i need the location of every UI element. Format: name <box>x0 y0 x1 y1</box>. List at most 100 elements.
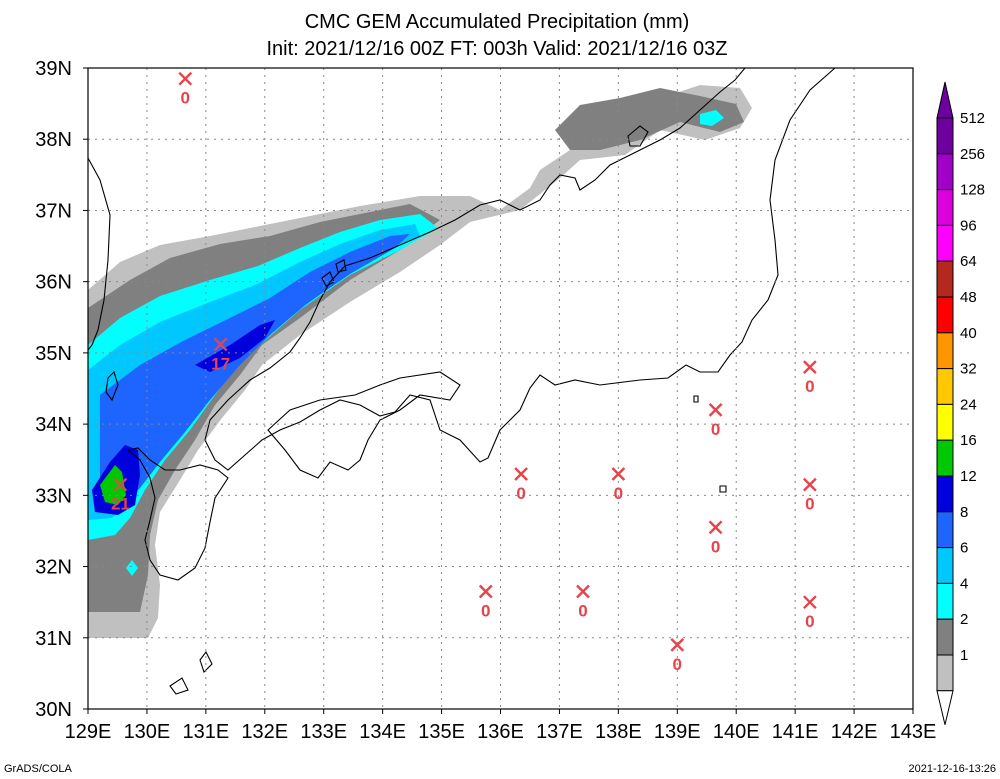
chart-subtitle: Init: 2021/12/16 00Z FT: 003h Valid: 202… <box>266 38 727 60</box>
y-tick-label: 34N <box>35 414 72 436</box>
coastline-izu-islands <box>693 395 727 493</box>
station-cross-stroke <box>708 403 723 417</box>
x-tick-label: 132E <box>241 721 288 743</box>
y-tick-label: 39N <box>35 58 72 80</box>
x-axis-tick-labels: 129E 130E 131E 132E 133E 134E 135E 136E 137E 138E… <box>65 709 937 743</box>
coastline-korea <box>88 157 111 351</box>
station-marker: 0 <box>708 520 723 556</box>
station-marker: 0 <box>514 467 528 503</box>
station-value-label: 0 <box>673 655 682 674</box>
legend-color-box <box>936 547 954 584</box>
station-marker: 0 <box>670 638 685 674</box>
legend-color-box <box>936 153 954 191</box>
legend-level-label: 512 <box>960 110 985 127</box>
precip-band-12mm <box>195 320 275 372</box>
legend-level-label: 128 <box>960 182 985 199</box>
y-tick-label: 37N <box>35 200 72 222</box>
legend-color-box <box>936 224 954 262</box>
legend-level-label: 1 <box>960 647 968 664</box>
coastlines <box>88 68 836 695</box>
x-tick-label: 140E <box>713 721 760 743</box>
station-value-label: 0 <box>180 89 189 108</box>
station-cross-stroke <box>213 337 228 352</box>
x-tick-label: 130E <box>124 721 171 743</box>
y-tick-label: 33N <box>35 485 72 507</box>
precip-band-4mm-isolated-south <box>126 560 138 576</box>
station-cross-stroke <box>478 584 493 599</box>
station-cross-stroke <box>803 595 817 610</box>
station-value-label: 17 <box>211 354 230 373</box>
station-cross-stroke <box>803 477 817 492</box>
station-marker: 0 <box>803 360 817 396</box>
coastline-tsushima <box>105 370 119 402</box>
x-tick-label: 135E <box>418 721 465 743</box>
station-value-label: 0 <box>805 377 814 396</box>
y-tick-label: 30N <box>35 699 72 721</box>
legend-level-label: 48 <box>960 289 977 306</box>
station-cross-stroke <box>611 467 626 481</box>
station-cross-stroke <box>178 71 193 86</box>
station-value-label: 0 <box>805 612 814 631</box>
coastline-honshu-north <box>204 68 836 471</box>
coastline-southern-islands <box>169 650 213 695</box>
station-value-label: 0 <box>805 495 814 514</box>
coastline-sado <box>627 125 649 147</box>
station-marker: 0 <box>803 595 817 631</box>
legend-color-box <box>936 439 954 477</box>
station-cross-stroke <box>670 638 685 652</box>
station-marker: 21 <box>111 477 130 514</box>
station-value-label: 21 <box>111 495 130 514</box>
x-tick-label: 139E <box>654 721 701 743</box>
precip-shading <box>88 85 752 638</box>
legend-level-label: 12 <box>960 468 977 485</box>
x-tick-label: 142E <box>831 721 878 743</box>
legend-level-label: 4 <box>960 575 968 592</box>
legend-color-box <box>936 582 954 620</box>
station-value-label: 0 <box>481 601 490 620</box>
legend-level-label: 2 <box>960 611 968 628</box>
station-marker: 17 <box>211 337 230 373</box>
precip-band-2mm-north <box>555 88 744 150</box>
x-tick-label: 131E <box>182 721 229 743</box>
station-cross-stroke <box>708 520 723 535</box>
y-tick-label: 35N <box>35 343 72 365</box>
legend-level-label: 8 <box>960 504 968 521</box>
legend-level-label: 64 <box>960 253 977 270</box>
legend-color-box <box>936 368 954 405</box>
station-cross-stroke <box>576 584 590 599</box>
x-tick-label: 141E <box>772 721 819 743</box>
x-tick-label: 143E <box>890 721 937 743</box>
legend-color-box <box>936 475 954 513</box>
legend-color-box <box>936 403 954 441</box>
station-value-label: 0 <box>711 537 720 556</box>
y-tick-label: 38N <box>35 129 72 151</box>
x-tick-label: 138E <box>595 721 642 743</box>
legend-level-label: 256 <box>960 146 985 163</box>
y-tick-label: 31N <box>35 628 72 650</box>
legend-bottom-arrow <box>936 690 954 725</box>
legend-level-label: 6 <box>960 540 968 557</box>
x-tick-label: 133E <box>300 721 347 743</box>
coastline-shikoku <box>267 371 461 479</box>
legend-level-label: 32 <box>960 361 977 378</box>
legend-level-label: 40 <box>960 325 977 342</box>
legend-color-box <box>936 117 954 155</box>
x-tick-label: 129E <box>65 721 112 743</box>
station-marker: 0 <box>178 71 193 108</box>
legend-color-box <box>936 618 954 656</box>
y-tick-label: 36N <box>35 272 72 294</box>
station-marker: 0 <box>478 584 493 620</box>
precip-band-4mm <box>88 214 438 540</box>
footer-right: 2021-12-16-13:26 <box>909 763 996 775</box>
x-tick-label: 136E <box>477 721 524 743</box>
legend-color-box <box>936 296 954 334</box>
grid-lines <box>88 68 913 709</box>
station-marker: 0 <box>576 584 590 620</box>
legend-level-label: 96 <box>960 217 977 234</box>
station-cross-stroke <box>113 477 128 492</box>
legend-level-label: 16 <box>960 432 977 449</box>
legend-color-box <box>936 654 954 692</box>
chart-title: CMC GEM Accumulated Precipitation (mm) <box>305 11 690 33</box>
